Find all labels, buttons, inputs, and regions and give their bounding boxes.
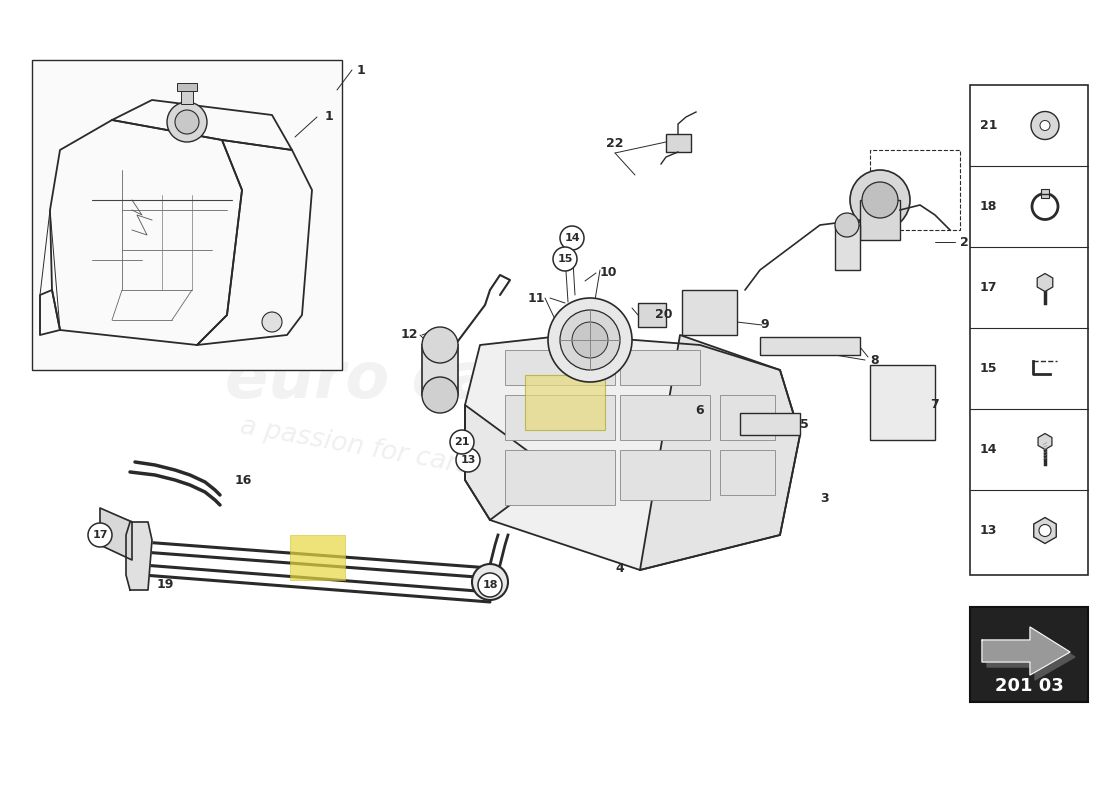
Circle shape	[835, 213, 859, 237]
Bar	[505, 395, 615, 440]
Polygon shape	[100, 508, 132, 560]
Circle shape	[572, 322, 608, 358]
Bar	[505, 350, 615, 385]
Circle shape	[560, 226, 584, 250]
Text: 1: 1	[324, 110, 333, 123]
Text: 9: 9	[760, 318, 769, 331]
Text: a passion for cars since 1965: a passion for cars since 1965	[238, 414, 623, 506]
Circle shape	[167, 102, 207, 142]
Polygon shape	[197, 140, 312, 345]
Bar	[422, 345, 458, 395]
Bar	[525, 375, 605, 430]
Bar	[290, 535, 345, 580]
Circle shape	[850, 170, 910, 230]
Polygon shape	[982, 627, 1070, 675]
Text: 15: 15	[980, 362, 998, 375]
Bar	[682, 290, 737, 335]
Text: 18: 18	[482, 580, 497, 590]
Text: 2: 2	[960, 235, 969, 249]
Polygon shape	[40, 210, 60, 335]
Circle shape	[175, 110, 199, 134]
Bar	[860, 200, 900, 240]
Bar	[182, 89, 192, 104]
Polygon shape	[112, 100, 292, 150]
Bar	[620, 450, 710, 500]
Text: 1: 1	[358, 63, 365, 77]
Text: 7: 7	[930, 398, 938, 411]
Text: 5: 5	[800, 418, 808, 431]
Text: 11: 11	[528, 291, 544, 305]
Circle shape	[478, 573, 502, 597]
Polygon shape	[126, 522, 152, 590]
Text: 14: 14	[564, 233, 580, 243]
Text: euro car parts: euro car parts	[224, 349, 735, 411]
Text: 16: 16	[235, 474, 252, 486]
Circle shape	[1040, 121, 1050, 130]
Text: 17: 17	[980, 281, 998, 294]
Bar	[666, 134, 691, 152]
Polygon shape	[987, 632, 1075, 680]
Bar	[835, 225, 860, 270]
Text: 201 03: 201 03	[994, 677, 1064, 695]
Text: 4: 4	[616, 562, 625, 575]
Circle shape	[450, 430, 474, 454]
Bar	[620, 350, 700, 385]
Bar	[870, 150, 960, 230]
Bar	[620, 395, 710, 440]
Circle shape	[422, 377, 458, 413]
Polygon shape	[640, 335, 800, 570]
Text: 21: 21	[454, 437, 470, 447]
Circle shape	[553, 247, 578, 271]
Polygon shape	[1034, 518, 1056, 543]
Text: 18: 18	[980, 200, 998, 213]
Text: 13: 13	[460, 455, 475, 465]
Bar	[638, 303, 666, 327]
Bar	[870, 365, 935, 440]
Bar	[720, 450, 775, 495]
Polygon shape	[1038, 434, 1052, 450]
Text: 21: 21	[980, 119, 998, 132]
Text: 15: 15	[558, 254, 573, 264]
Bar	[505, 450, 615, 505]
Text: 8: 8	[870, 354, 879, 366]
Text: 13: 13	[980, 524, 998, 537]
Bar	[1041, 189, 1049, 198]
Text: 22: 22	[606, 137, 624, 150]
Text: 20: 20	[654, 307, 672, 321]
Bar	[970, 607, 1088, 702]
Bar	[177, 83, 197, 91]
Polygon shape	[40, 290, 60, 335]
Bar	[740, 413, 800, 435]
Text: 12: 12	[400, 329, 418, 342]
Bar	[720, 395, 775, 440]
Polygon shape	[465, 405, 540, 520]
Text: 6: 6	[695, 403, 704, 417]
Text: 10: 10	[600, 266, 617, 279]
Text: 17: 17	[92, 530, 108, 540]
Polygon shape	[465, 335, 800, 570]
Circle shape	[456, 448, 480, 472]
Text: 14: 14	[980, 443, 998, 456]
Text: 19: 19	[156, 578, 174, 591]
Polygon shape	[50, 120, 242, 345]
Circle shape	[262, 312, 282, 332]
Circle shape	[422, 327, 458, 363]
Circle shape	[88, 523, 112, 547]
Polygon shape	[1037, 274, 1053, 291]
Circle shape	[1031, 111, 1059, 139]
Circle shape	[862, 182, 898, 218]
Text: 3: 3	[820, 491, 828, 505]
Bar	[760, 337, 860, 355]
Circle shape	[548, 298, 632, 382]
Circle shape	[560, 310, 620, 370]
Bar	[970, 85, 1088, 575]
Circle shape	[472, 564, 508, 600]
Bar	[32, 60, 342, 370]
Circle shape	[1040, 525, 1050, 537]
